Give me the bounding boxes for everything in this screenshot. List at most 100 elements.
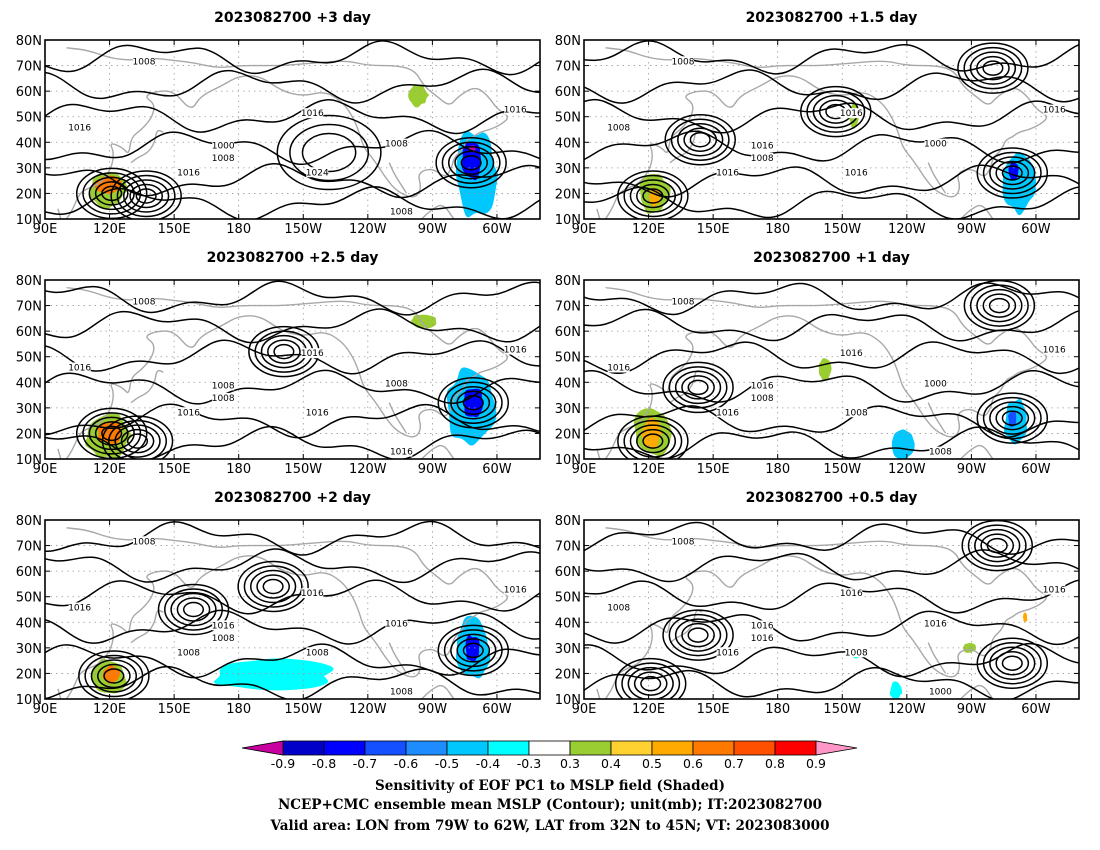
contour-label-bg	[672, 56, 694, 67]
x-tick-label: 180	[226, 702, 251, 717]
low-pressure-contour	[967, 524, 1027, 567]
contour-value-label: 1016	[751, 141, 774, 151]
low-pressure-contour	[629, 424, 677, 458]
contour-value-label: 1008	[929, 448, 952, 458]
contour-value-label: 1016	[840, 349, 863, 359]
colorbar-tick-label: -0.6	[394, 756, 418, 771]
low-pressure-contour	[462, 642, 484, 659]
contour-label-bg	[840, 588, 863, 599]
contour-label-bg	[385, 618, 408, 629]
y-tick-label: 10N	[16, 693, 42, 708]
colorbar-tick-label: 0.9	[806, 756, 826, 771]
low-pressure-contour	[640, 675, 662, 692]
contour-label-bg	[751, 152, 774, 163]
contour-value-label: 1016	[504, 346, 527, 356]
y-tick-label: 50N	[16, 351, 42, 366]
y-tick-label: 10N	[16, 453, 42, 468]
low-pressure-contour	[980, 533, 1015, 558]
contour-label-bg	[751, 620, 774, 631]
low-pressure-contour	[633, 671, 668, 696]
low-pressure-contour	[957, 42, 1029, 94]
coastline	[421, 444, 455, 459]
coastline	[130, 129, 164, 164]
low-pressure-contour	[84, 654, 144, 698]
sensitivity-shading	[889, 681, 903, 699]
high-pressure-contour	[276, 114, 382, 191]
low-pressure-contour	[1001, 165, 1023, 181]
map-panel-top-left: 1008 1016 1000 1008 1024 1016 1008 1016 1016 1008…	[16, 10, 541, 237]
contour-value-label: 1016	[751, 621, 774, 631]
contour-label-bg	[504, 344, 527, 355]
y-tick-label: 80N	[16, 34, 42, 49]
coastline	[604, 286, 1048, 459]
low-pressure-contour	[82, 412, 142, 455]
x-tick-label: 150E	[697, 702, 730, 717]
colorbar-tick-label: 0.6	[683, 756, 703, 771]
y-tick-label: 20N	[555, 187, 581, 202]
coastline	[130, 609, 164, 644]
low-pressure-contour	[456, 390, 491, 415]
map-frame	[44, 279, 541, 460]
contour-label-bg	[751, 140, 774, 151]
low-pressure-contour	[664, 113, 736, 166]
x-tick-label: 120W	[349, 702, 387, 717]
x-tick-label: 120W	[349, 222, 387, 237]
colorbar-swatch	[692, 740, 735, 756]
y-tick-label: 40N	[16, 616, 42, 631]
caption-line: Sensitivity of EOF PC1 to MSLP field (Sh…	[375, 778, 725, 794]
isobar-contour	[584, 369, 1079, 403]
x-tick-label: 120E	[632, 702, 665, 717]
coastline	[57, 208, 62, 219]
x-tick-label: 60W	[482, 222, 512, 237]
contour-label-bg	[133, 296, 155, 307]
y-tick-label: 60N	[16, 325, 42, 340]
y-tick-label: 30N	[555, 162, 581, 177]
x-tick-label: 150W	[823, 462, 861, 477]
coastline	[57, 688, 62, 699]
low-pressure-contour	[441, 141, 501, 184]
contour-value-label: 1016	[301, 109, 324, 119]
contour-value-label: 1008	[212, 381, 235, 391]
low-pressure-contour	[182, 601, 205, 618]
y-tick-label: 60N	[16, 85, 42, 100]
x-tick-label: 150E	[697, 462, 730, 477]
x-tick-label: 90W	[418, 462, 448, 477]
y-tick-label: 40N	[555, 616, 581, 631]
contour-label-bg	[716, 407, 739, 418]
contour-label-bg	[845, 407, 868, 418]
low-pressure-contour	[976, 55, 1010, 81]
low-pressure-contour	[243, 565, 303, 608]
contour-label-bg	[301, 108, 324, 119]
contour-value-label: 1016	[390, 448, 413, 458]
contour-label-bg	[212, 632, 235, 643]
contour-value-label: 1008	[607, 124, 630, 134]
colorbar-swatch	[323, 740, 366, 756]
contour-value-label: 1016	[716, 648, 739, 658]
contour-value-label: 1016	[68, 604, 91, 614]
contour-label-bg	[177, 647, 200, 658]
contour-value-label: 1008	[385, 380, 408, 390]
coastline	[65, 286, 509, 459]
low-pressure-contour	[103, 668, 125, 684]
low-pressure-contour	[623, 174, 683, 218]
y-tick-label: 80N	[555, 274, 581, 289]
low-pressure-contour	[988, 297, 1010, 314]
contour-value-label: 1008	[672, 297, 695, 307]
contour-label-bg	[212, 140, 235, 151]
contour-value-label: 1008	[212, 634, 235, 644]
low-pressure-contour	[443, 381, 503, 424]
contour-value-label: 1008	[212, 154, 235, 164]
isobar-contour	[45, 609, 540, 645]
contour-value-label: 1016	[840, 109, 863, 119]
y-tick-label: 80N	[16, 514, 42, 529]
y-tick-label: 40N	[555, 136, 581, 151]
contour-value-label: 1008	[845, 408, 868, 418]
y-tick-label: 30N	[16, 162, 42, 177]
contour-label-bg	[212, 620, 235, 631]
low-pressure-contour	[674, 370, 722, 405]
x-tick-label: 90W	[418, 222, 448, 237]
low-pressure-contour	[974, 528, 1021, 563]
contour-value-label: 1016	[716, 168, 739, 178]
contour-label-bg	[716, 647, 739, 658]
contour-value-label: 1016	[212, 621, 235, 631]
